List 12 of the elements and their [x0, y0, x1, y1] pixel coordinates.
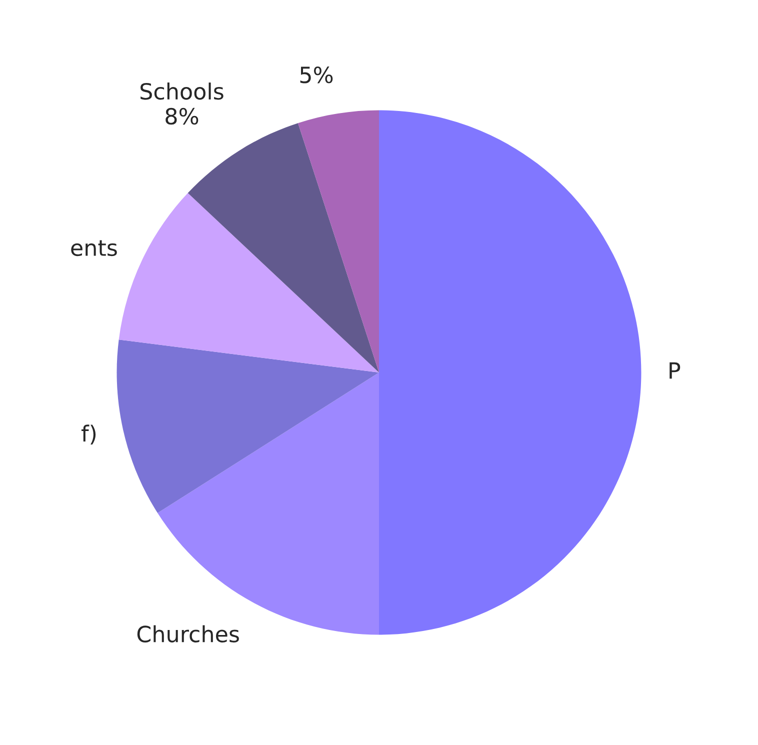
- data-label: 5%: [300, 66, 333, 84]
- slice-label: Schools: [140, 82, 224, 100]
- pie-slice: [118, 192, 379, 372]
- pie-slice: [116, 340, 379, 514]
- pie-slice: [379, 110, 642, 635]
- data-label: 8%: [166, 108, 198, 125]
- slice-label: P: [670, 362, 680, 379]
- pie-slice: [298, 110, 379, 372]
- pie-slice: [188, 123, 379, 372]
- slice-label: Churches: [137, 625, 239, 642]
- slice-label: f): [82, 424, 96, 444]
- slice-label: ents: [71, 240, 117, 256]
